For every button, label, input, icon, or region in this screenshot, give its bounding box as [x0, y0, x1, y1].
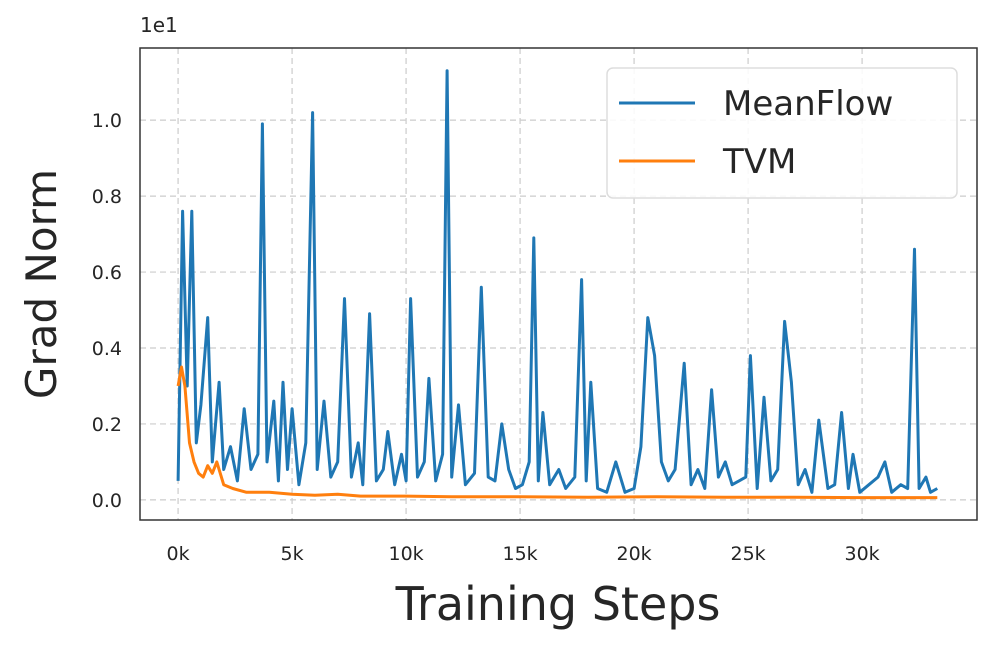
y-tick-label: 0.8	[92, 186, 122, 208]
x-tick-label: 10k	[388, 543, 423, 565]
y-offset-label: 1e1	[140, 13, 178, 37]
y-axis-label: Grad Norm	[17, 169, 66, 399]
x-tick-label: 20k	[616, 543, 651, 565]
y-tick-label: 0.6	[92, 262, 122, 284]
series-line	[176, 365, 938, 500]
y-tick-label: 0.2	[92, 414, 122, 436]
y-tick-label: 1.0	[92, 110, 122, 132]
y-tick-label: 0.0	[92, 490, 122, 512]
lines	[176, 69, 939, 500]
legend-label: MeanFlow	[723, 84, 893, 124]
legend-box	[606, 67, 958, 199]
legend-label: TVM	[722, 142, 796, 182]
plot-frame	[139, 47, 978, 521]
grid	[140, 48, 977, 520]
legend: MeanFlow TVM	[606, 67, 958, 199]
x-tick-label: 0k	[167, 543, 190, 565]
y-tick-label: 0.4	[92, 338, 122, 360]
x-tick-label: 25k	[730, 543, 765, 565]
x-tick-label: 15k	[502, 543, 537, 565]
x-axis-label: Training Steps	[395, 577, 721, 631]
x-tick-label: 5k	[281, 543, 304, 565]
x-tick-label: 30k	[844, 543, 879, 565]
series-line	[176, 69, 939, 494]
